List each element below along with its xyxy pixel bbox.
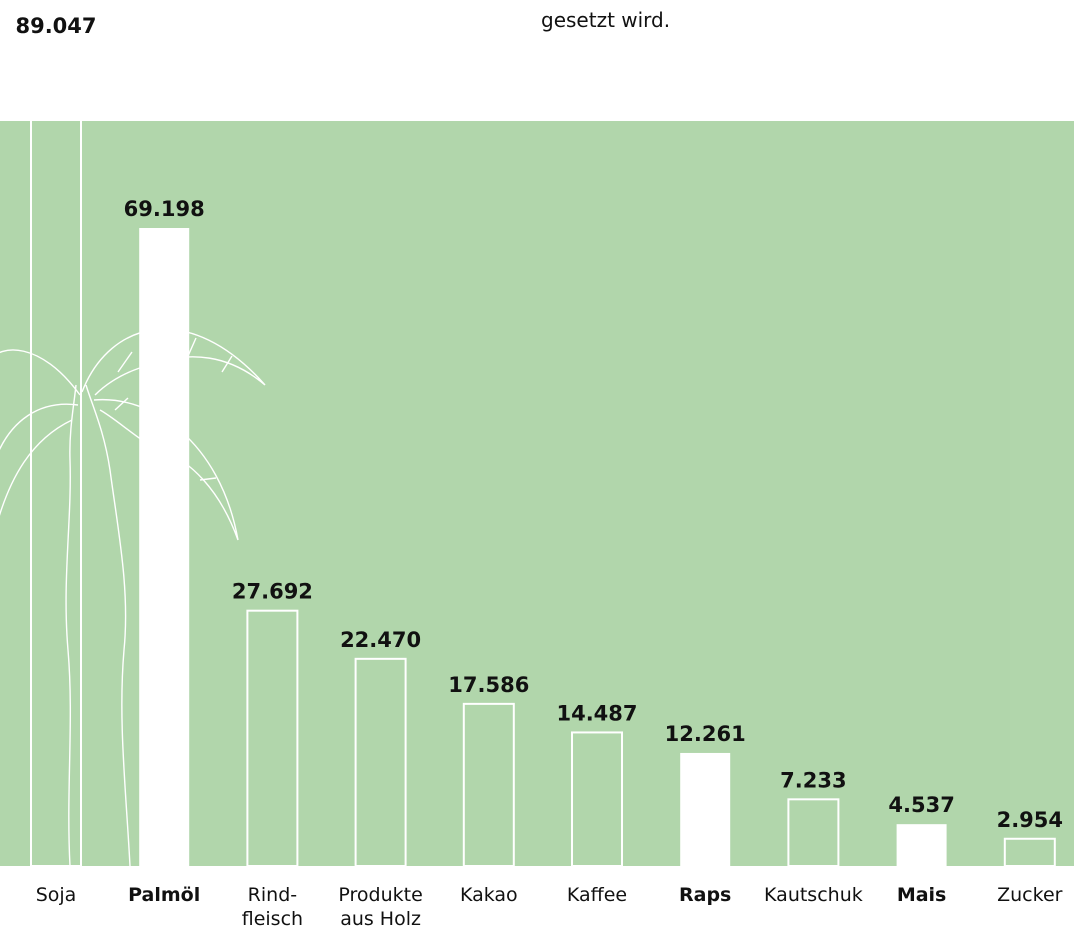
value-label: 22.470 <box>340 628 421 652</box>
category-label: Kautschuk <box>764 884 863 906</box>
category-label: Zucker <box>997 884 1063 906</box>
value-label: 69.198 <box>124 197 205 221</box>
bar <box>354 657 407 867</box>
bar <box>1003 837 1056 868</box>
intro-text: gesetzt wird. <box>541 8 671 32</box>
bar <box>680 752 731 866</box>
bar <box>896 824 947 866</box>
category-label: Palmöl <box>128 884 200 906</box>
category-label: Soja <box>36 884 77 906</box>
bar <box>139 228 190 866</box>
value-label: 27.692 <box>232 580 313 604</box>
value-label: 2.954 <box>997 808 1063 832</box>
bar <box>787 798 840 867</box>
category-label: Kakao <box>460 884 518 906</box>
value-label: 7.233 <box>780 768 846 792</box>
bar <box>246 609 299 867</box>
value-label: 12.261 <box>665 722 746 746</box>
value-label: 14.487 <box>556 701 637 725</box>
category-label: Rind- <box>248 884 297 906</box>
category-label: aus Holz <box>340 908 421 930</box>
value-label: 4.537 <box>888 793 954 817</box>
bar <box>571 731 623 867</box>
bar <box>462 702 515 868</box>
value-label: 89.047 <box>15 14 96 38</box>
category-label: Raps <box>679 884 731 906</box>
value-label: 17.586 <box>448 673 529 697</box>
category-label: Produkte <box>338 884 422 906</box>
bar <box>30 44 82 867</box>
category-label: Kaffee <box>567 884 627 906</box>
category-label: fleisch <box>242 908 303 930</box>
category-label: Mais <box>897 884 947 906</box>
